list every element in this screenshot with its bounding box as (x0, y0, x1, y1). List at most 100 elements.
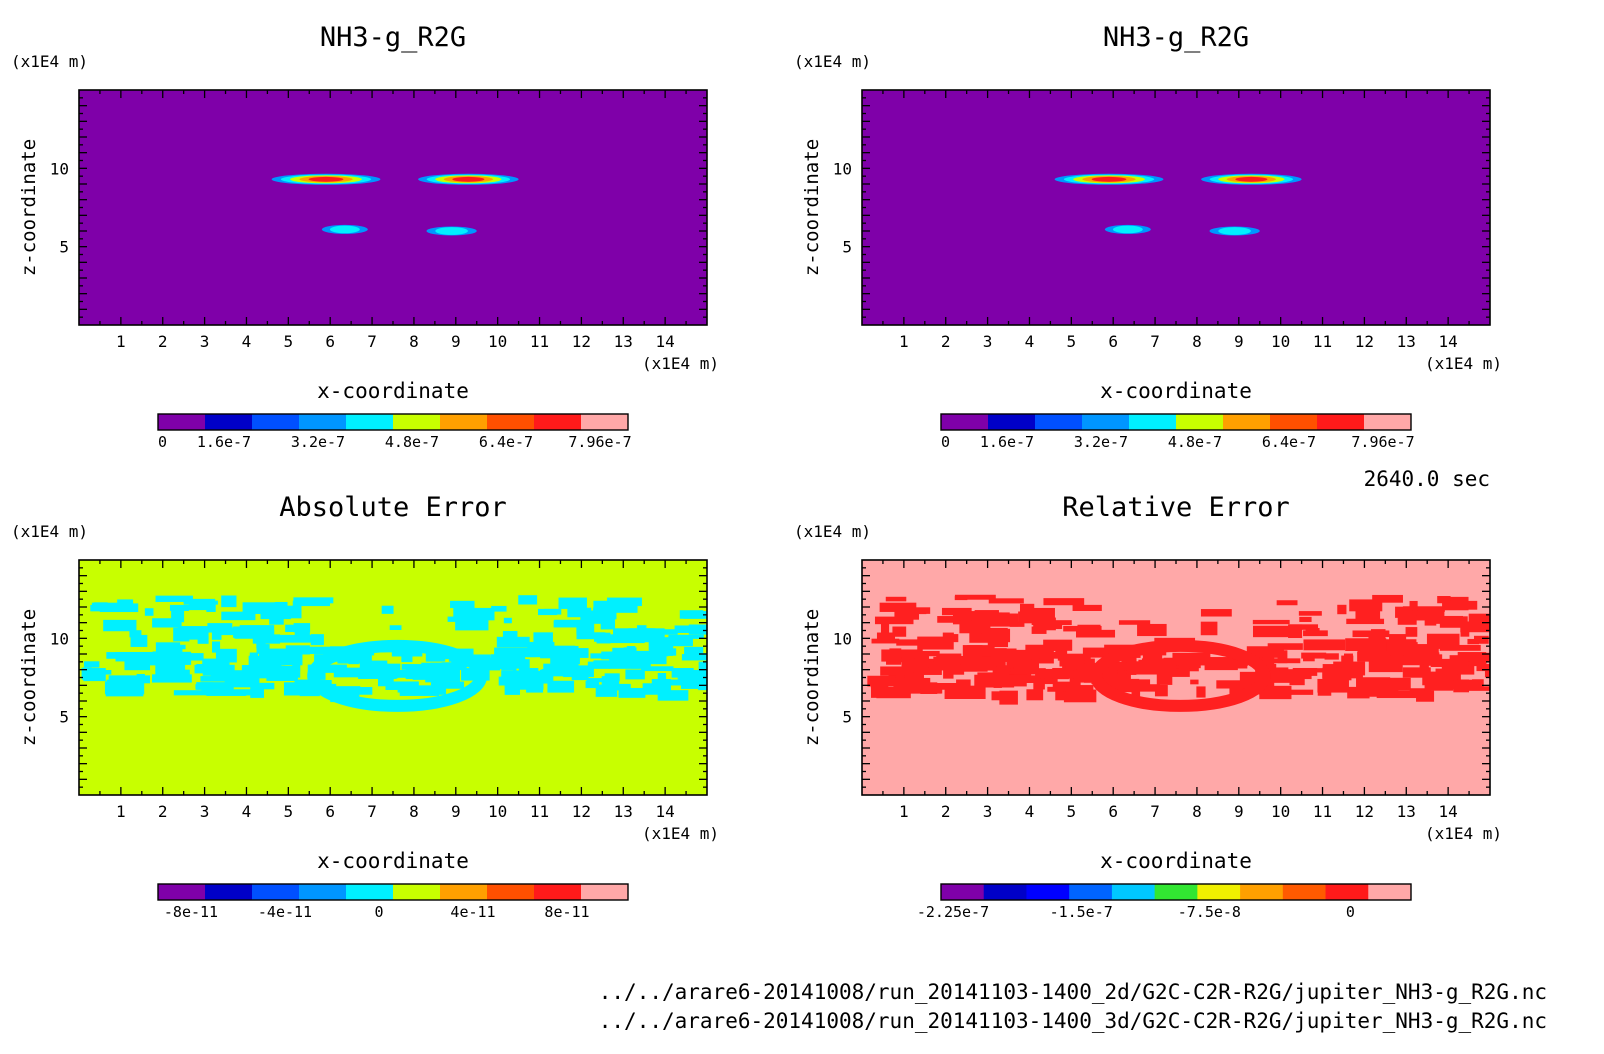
y-tick-label: 10 (833, 629, 852, 648)
colorbar-label: 7.96e-7 (568, 433, 631, 451)
colorbar-swatch (983, 884, 1027, 900)
colorbar-swatch (487, 414, 535, 430)
colorbar-swatch (1111, 884, 1156, 900)
x-tick-label: 5 (284, 332, 294, 351)
error-patches (81, 595, 707, 703)
x-tick-label: 11 (1313, 802, 1332, 821)
x-tick-label: 1 (116, 802, 126, 821)
chart-title: NH3-g_R2G (1103, 22, 1249, 53)
x-tick-label: 1 (116, 332, 126, 351)
y-tick-label: 5 (842, 708, 852, 727)
contour-feature (1054, 173, 1164, 185)
y-unit-label: (x1E4 m) (11, 522, 88, 541)
contour-feature (418, 173, 519, 185)
x-unit-label: (x1E4 m) (642, 824, 719, 843)
y-tick-label: 5 (59, 708, 69, 727)
chart-panel-2: NH3-g_R2G(x1E4 m)1 2 3 4 5 6 7 8 9 10 11 12 13 14510(… (794, 22, 1502, 451)
x-tick-label: 2 (941, 332, 951, 351)
colorbar-label: 0 (941, 433, 950, 451)
x-tick-label: 5 (284, 802, 294, 821)
colorbar-swatch (299, 414, 347, 430)
colorbar-swatch (1223, 414, 1271, 430)
x-tick-label: 7 (1150, 332, 1160, 351)
x-tick-label: 7 (367, 332, 377, 351)
colorbar-swatch (252, 414, 300, 430)
x-tick-label: 2 (941, 802, 951, 821)
contour-feature (1209, 226, 1260, 236)
x-tick-label: 11 (530, 802, 549, 821)
colorbar-swatch (534, 414, 582, 430)
colorbar-swatch (581, 884, 629, 900)
colorbar-swatch (440, 884, 488, 900)
time-label: 2640.0 sec (1364, 467, 1490, 491)
colorbar-swatch (393, 884, 441, 900)
colorbar-label: 0 (1346, 903, 1355, 921)
colorbar-label: 0 (374, 903, 383, 921)
x-unit-label: (x1E4 m) (1425, 824, 1502, 843)
colorbar-swatch (393, 414, 441, 430)
y-tick-label: 10 (833, 159, 852, 178)
y-axis-label: z-coordinate (18, 609, 40, 746)
x-tick-label: 11 (530, 332, 549, 351)
x-tick-label: 8 (1192, 802, 1202, 821)
colorbar-label: -4e-11 (258, 903, 312, 921)
colorbar-swatch (487, 884, 535, 900)
colorbar-swatch (534, 884, 582, 900)
colorbar-swatch (346, 884, 394, 900)
colorbar-swatch (1197, 884, 1241, 900)
y-unit-label: (x1E4 m) (794, 522, 871, 541)
colorbar: -8e-11 -4e-11 0 4e-11 8e-11 (157, 883, 629, 921)
colorbar-swatch (205, 884, 253, 900)
plot-area (79, 90, 707, 325)
colorbar-swatch (346, 414, 394, 430)
colorbar-label: 4.8e-7 (385, 433, 439, 451)
colorbar-swatch (1069, 884, 1113, 900)
y-tick-label: 5 (59, 238, 69, 257)
colorbar-swatch (581, 414, 629, 430)
chart-panel-3: Absolute Error(x1E4 m)1 2 3 4 5 6 7 8 9 10 11 12 13 1… (11, 492, 719, 921)
y-tick-label: 10 (50, 159, 69, 178)
x-tick-label: 4 (1025, 802, 1035, 821)
y-axis-label: z-coordinate (801, 139, 823, 276)
colorbar-label: 4.8e-7 (1168, 433, 1222, 451)
colorbar-swatch (299, 884, 347, 900)
y-axis-label: z-coordinate (18, 139, 40, 276)
plot-area (862, 90, 1490, 325)
x-tick-label: 6 (325, 802, 335, 821)
file-paths: ../../arare6-20141008/run_20141103-1400_… (599, 978, 1547, 1036)
x-tick-label: 1 (899, 332, 909, 351)
x-tick-label: 13 (614, 802, 633, 821)
x-tick-label: 13 (1397, 802, 1416, 821)
colorbar-label: 3.2e-7 (291, 433, 345, 451)
error-ring (307, 639, 488, 712)
colorbar-swatch (252, 884, 300, 900)
y-axis-label: z-coordinate (801, 609, 823, 746)
x-tick-label: 14 (1439, 802, 1458, 821)
x-tick-label: 13 (1397, 332, 1416, 351)
x-axis-label: x-coordinate (317, 379, 469, 403)
x-tick-label: 9 (451, 332, 461, 351)
x-tick-label: 8 (409, 332, 419, 351)
x-tick-label: 8 (1192, 332, 1202, 351)
x-tick-label: 12 (572, 332, 591, 351)
colorbar-swatch (158, 414, 206, 430)
colorbar-swatch (941, 414, 989, 430)
colorbar-label: 3.2e-7 (1074, 433, 1128, 451)
x-tick-label: 4 (242, 332, 252, 351)
x-tick-label: 5 (1067, 802, 1077, 821)
colorbar-swatch (1325, 884, 1369, 900)
colorbar: 0 1.6e-7 3.2e-7 4.8e-7 6.4e-7 7.96e-7 (940, 413, 1415, 451)
colorbar-label: 6.4e-7 (1262, 433, 1316, 451)
colorbar-swatch (1082, 414, 1130, 430)
colorbar-label: 6.4e-7 (479, 433, 533, 451)
colorbar-swatch (1154, 884, 1198, 900)
x-tick-label: 14 (1439, 332, 1458, 351)
colorbar-swatch (1364, 414, 1412, 430)
x-tick-label: 2 (158, 332, 168, 351)
x-tick-label: 6 (1108, 332, 1118, 351)
colorbar-swatch (941, 884, 985, 900)
colorbar-swatch (158, 884, 206, 900)
y-tick-label: 10 (50, 629, 69, 648)
x-tick-label: 3 (983, 332, 993, 351)
chart-panel-4: Relative Error(x1E4 m)1 2 3 4 5 6 7 8 9 10 11 12 13 1… (794, 492, 1502, 921)
